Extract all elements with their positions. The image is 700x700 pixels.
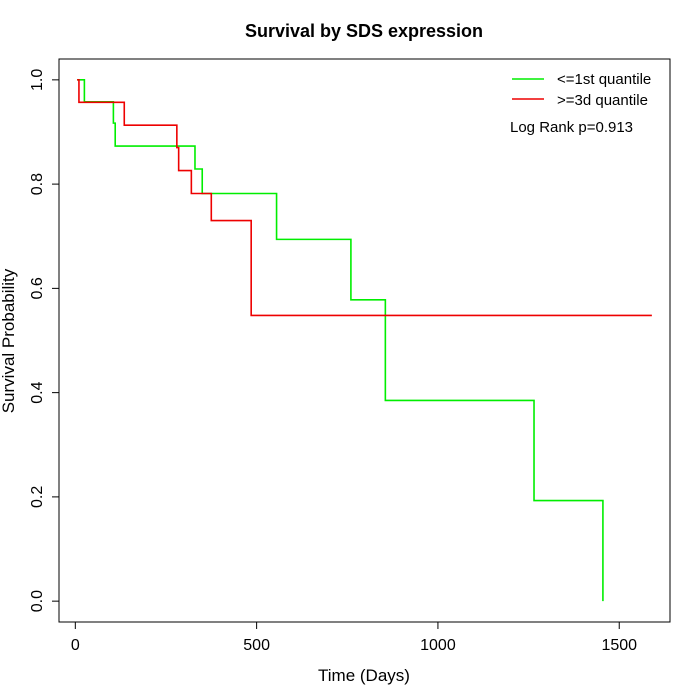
x-tick-label: 1500 bbox=[601, 637, 637, 654]
legend: <=1st quantile >=3d quantile bbox=[512, 71, 651, 109]
y-axis-label: Survival Probability bbox=[0, 268, 18, 413]
y-tick-label: 0.6 bbox=[29, 277, 46, 299]
x-tick-label: 500 bbox=[243, 637, 270, 654]
legend-label-low: <=1st quantile bbox=[557, 71, 651, 88]
x-tick-label: 0 bbox=[71, 637, 80, 654]
y-tick-label: 1.0 bbox=[29, 69, 46, 91]
y-tick-label: 0.8 bbox=[29, 173, 46, 195]
y-tick-label: 0.2 bbox=[29, 486, 46, 508]
log-rank-annotation: Log Rank p=0.913 bbox=[510, 119, 633, 136]
series-line-high bbox=[77, 79, 652, 317]
y-axis: 0.0 0.2 0.4 0.6 0.8 1.0 bbox=[29, 69, 60, 612]
series-layer bbox=[77, 79, 652, 602]
x-tick-label: 1000 bbox=[420, 637, 456, 654]
legend-label-high: >=3d quantile bbox=[557, 92, 648, 109]
x-axis: 0 500 1000 1500 bbox=[71, 621, 637, 654]
x-axis-label: Time (Days) bbox=[318, 666, 410, 685]
series-line-low bbox=[77, 79, 604, 602]
y-tick-label: 0.0 bbox=[29, 590, 46, 612]
plot-frame bbox=[58, 58, 671, 623]
y-tick-label: 0.4 bbox=[29, 381, 46, 403]
chart-title: Survival by SDS expression bbox=[245, 21, 483, 41]
